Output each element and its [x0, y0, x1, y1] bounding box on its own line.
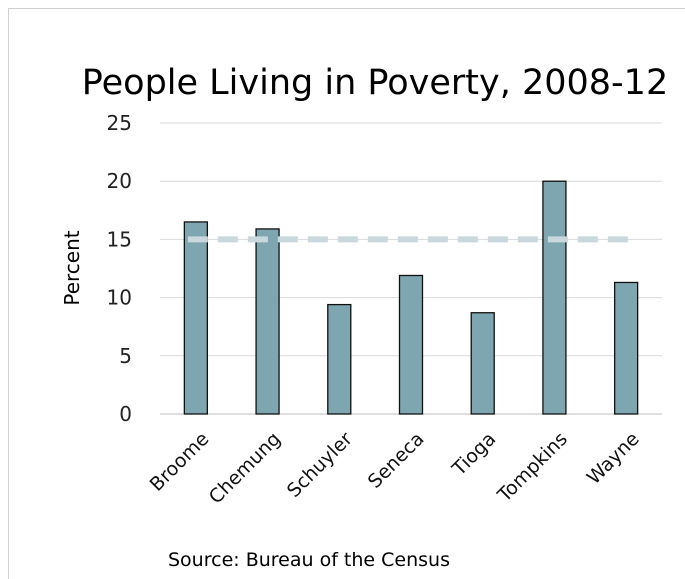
x-tick-label: Tioga — [447, 428, 500, 481]
bar — [183, 221, 209, 415]
x-tick-label: Wayne — [583, 428, 644, 489]
bar — [398, 274, 424, 415]
y-tick-label: 25 — [107, 111, 132, 135]
y-tick-label: 5 — [119, 344, 132, 368]
y-tick-label: 10 — [107, 286, 132, 310]
chart-frame — [8, 8, 685, 579]
chart-title: People Living in Poverty, 2008-12 — [81, 63, 669, 103]
y-tick-label: 0 — [119, 402, 132, 426]
x-tick-label: Schuyler — [283, 428, 357, 502]
bar — [327, 303, 352, 415]
source-note: Source: Bureau of the Census — [168, 549, 450, 571]
bar — [470, 312, 495, 415]
bar — [613, 281, 639, 415]
y-tick-label: 20 — [107, 169, 132, 193]
bar — [542, 180, 567, 415]
x-tick-label: Broome — [146, 428, 214, 496]
x-tick-label: Seneca — [364, 428, 429, 493]
bar — [255, 228, 280, 415]
y-axis-label: Percent — [60, 230, 84, 306]
x-tick-label: Tompkins — [493, 428, 572, 507]
x-tick-label: Chemung — [205, 428, 285, 508]
y-tick-label: 15 — [107, 227, 132, 251]
